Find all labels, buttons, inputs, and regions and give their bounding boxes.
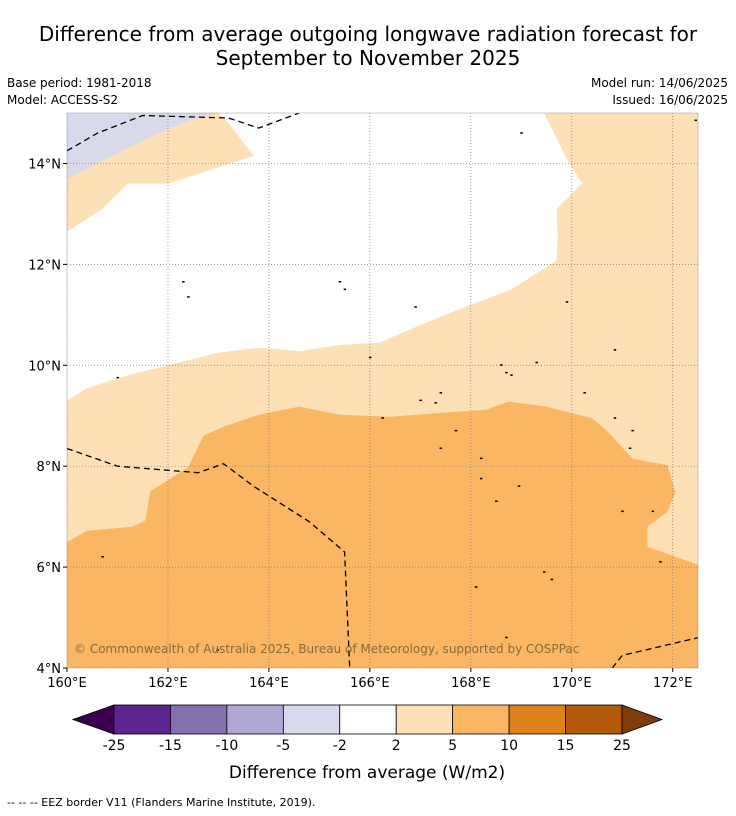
plot-frame xyxy=(66,112,699,669)
y-tick-label: 12°N xyxy=(28,258,61,273)
model-run: Model run: 14/06/2025 xyxy=(590,76,728,90)
x-tick-label: 166°E xyxy=(350,676,390,691)
island-marker xyxy=(381,417,384,419)
island-marker xyxy=(543,571,546,573)
island-marker xyxy=(505,371,508,374)
island-marker xyxy=(187,296,190,298)
colorbar-tick-label: -2 xyxy=(333,738,347,754)
x-tick-label: 168°E xyxy=(451,676,491,691)
island-marker xyxy=(613,417,617,419)
colorbar-tick-label: -25 xyxy=(103,738,126,754)
island-marker xyxy=(510,374,513,376)
colorbar-tick-label: -15 xyxy=(159,738,182,754)
island-marker xyxy=(343,288,347,291)
island-marker xyxy=(479,477,483,480)
island-marker xyxy=(694,119,697,122)
colorbar-tick-label: 2 xyxy=(392,738,401,754)
colorbar-swatch xyxy=(508,704,566,735)
colorbar-swatch xyxy=(113,704,171,735)
y-tick-label: 10°N xyxy=(28,359,61,374)
island-marker xyxy=(368,356,372,359)
island-marker xyxy=(495,500,498,502)
colorbar-tick-label: 10 xyxy=(500,738,518,754)
island-marker xyxy=(565,301,569,303)
island-marker xyxy=(414,306,417,308)
eez-border xyxy=(611,637,698,668)
y-tick-label: 14°N xyxy=(28,157,61,172)
island-marker xyxy=(500,364,503,366)
island-marker xyxy=(474,586,478,588)
island-marker xyxy=(454,429,458,432)
colorbar-swatch xyxy=(452,704,510,735)
colorbar-swatch xyxy=(395,704,454,735)
island-marker xyxy=(216,649,219,651)
colorbar-tick-label: 5 xyxy=(448,738,457,754)
eez-border xyxy=(67,447,351,668)
base-period: Base period: 1981-2018 xyxy=(7,76,152,90)
x-tick-label: 172°E xyxy=(653,676,693,691)
island-marker xyxy=(621,510,624,513)
title-line-2: September to November 2025 xyxy=(215,46,521,70)
x-tick-label: 164°E xyxy=(249,676,289,691)
colorbar-swatch xyxy=(565,704,623,735)
island-marker xyxy=(535,361,538,364)
island-marker xyxy=(434,402,438,404)
island-marker xyxy=(651,510,655,513)
island-marker xyxy=(101,556,104,558)
colorbar-tick-label: -10 xyxy=(215,738,238,754)
chart-title: Difference from average outgoing longwav… xyxy=(0,22,736,70)
y-tick-label: 6°N xyxy=(37,561,62,576)
meta-right: Model run: 14/06/2025 Issued: 16/06/2025 xyxy=(591,75,728,109)
x-tick-label: 160°E xyxy=(47,676,87,691)
colorbar-label: Difference from average (W/m2) xyxy=(229,763,505,783)
colorbar-swatch xyxy=(170,704,228,735)
island-marker xyxy=(550,578,554,581)
island-marker xyxy=(505,636,508,639)
colorbar-swatch xyxy=(339,704,397,735)
copyright-notice: © Commonwealth of Australia 2025, Bureau… xyxy=(74,642,579,656)
x-tick-label: 162°E xyxy=(148,676,188,691)
island-marker xyxy=(479,457,483,460)
island-marker xyxy=(631,429,634,432)
colorbar-tick-label: 25 xyxy=(613,738,631,754)
island-marker xyxy=(613,349,617,351)
island-marker xyxy=(182,281,185,283)
island-marker xyxy=(517,485,521,487)
island-marker xyxy=(439,392,443,394)
colorbar-tick-label: 15 xyxy=(557,738,575,754)
island-marker xyxy=(628,447,632,450)
region--5-to--2 xyxy=(67,113,219,179)
island-marker xyxy=(419,399,422,402)
colorbar-tick-label: -5 xyxy=(276,738,290,754)
y-tick-label: 4°N xyxy=(37,662,62,677)
title-line-1: Difference from average outgoing longwav… xyxy=(38,22,698,46)
colorbar-extend-high xyxy=(621,704,664,735)
x-tick-label: 170°E xyxy=(552,676,592,691)
colorbar-extend-low xyxy=(71,704,115,735)
model-name: Model: ACCESS-S2 xyxy=(7,93,119,107)
y-tick-label: 8°N xyxy=(37,460,62,475)
region--2-to-2 xyxy=(67,113,582,401)
colorbar-swatch xyxy=(226,704,284,735)
footnote-eez: -- -- -- EEZ border V11 (Flanders Marine… xyxy=(7,796,316,809)
island-marker xyxy=(520,132,523,134)
meta-left: Base period: 1981-2018 Model: ACCESS-S2 xyxy=(7,75,152,109)
island-marker xyxy=(583,392,586,394)
island-marker xyxy=(439,447,443,450)
island-marker xyxy=(659,561,662,563)
island-marker xyxy=(116,376,119,379)
issued-date: Issued: 16/06/2025 xyxy=(612,93,728,107)
colorbar-swatch xyxy=(282,704,341,735)
island-marker xyxy=(338,281,342,283)
